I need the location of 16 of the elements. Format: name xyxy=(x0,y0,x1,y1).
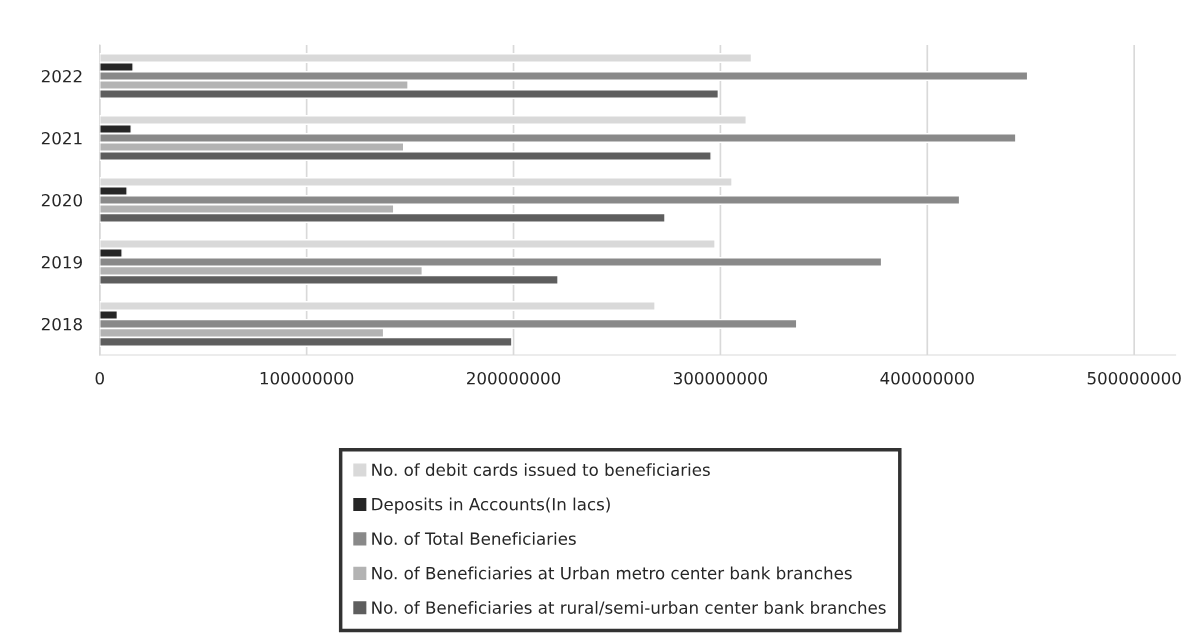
x-tick-label: 200000000 xyxy=(467,371,561,385)
y-tick-label: 2022 xyxy=(41,69,82,83)
legend-label: No. of Total Beneficiaries xyxy=(372,532,576,545)
legend-label: No. of Beneficiaries at rural/semi-urban center bank branches xyxy=(372,600,886,616)
y-tick-label: 2018 xyxy=(41,317,82,331)
x-tick-label: 400000000 xyxy=(880,371,974,385)
x-tick-label: 100000000 xyxy=(260,371,354,385)
x-tick-label: 0 xyxy=(95,371,104,385)
legend-label: Deposits in Accounts(In lacs) xyxy=(372,497,610,514)
legend-label: No. of debit cards issued to beneficiaries xyxy=(372,463,710,477)
legend-label: No. of Beneficiaries at Urban metro center bank branches xyxy=(372,566,852,580)
y-tick-label: 2021 xyxy=(41,131,82,145)
x-tick-label: 300000000 xyxy=(673,371,768,385)
x-tick-label: 500000000 xyxy=(1087,371,1181,385)
y-tick-label: 2019 xyxy=(41,255,82,269)
y-tick-label: 2020 xyxy=(41,193,82,207)
